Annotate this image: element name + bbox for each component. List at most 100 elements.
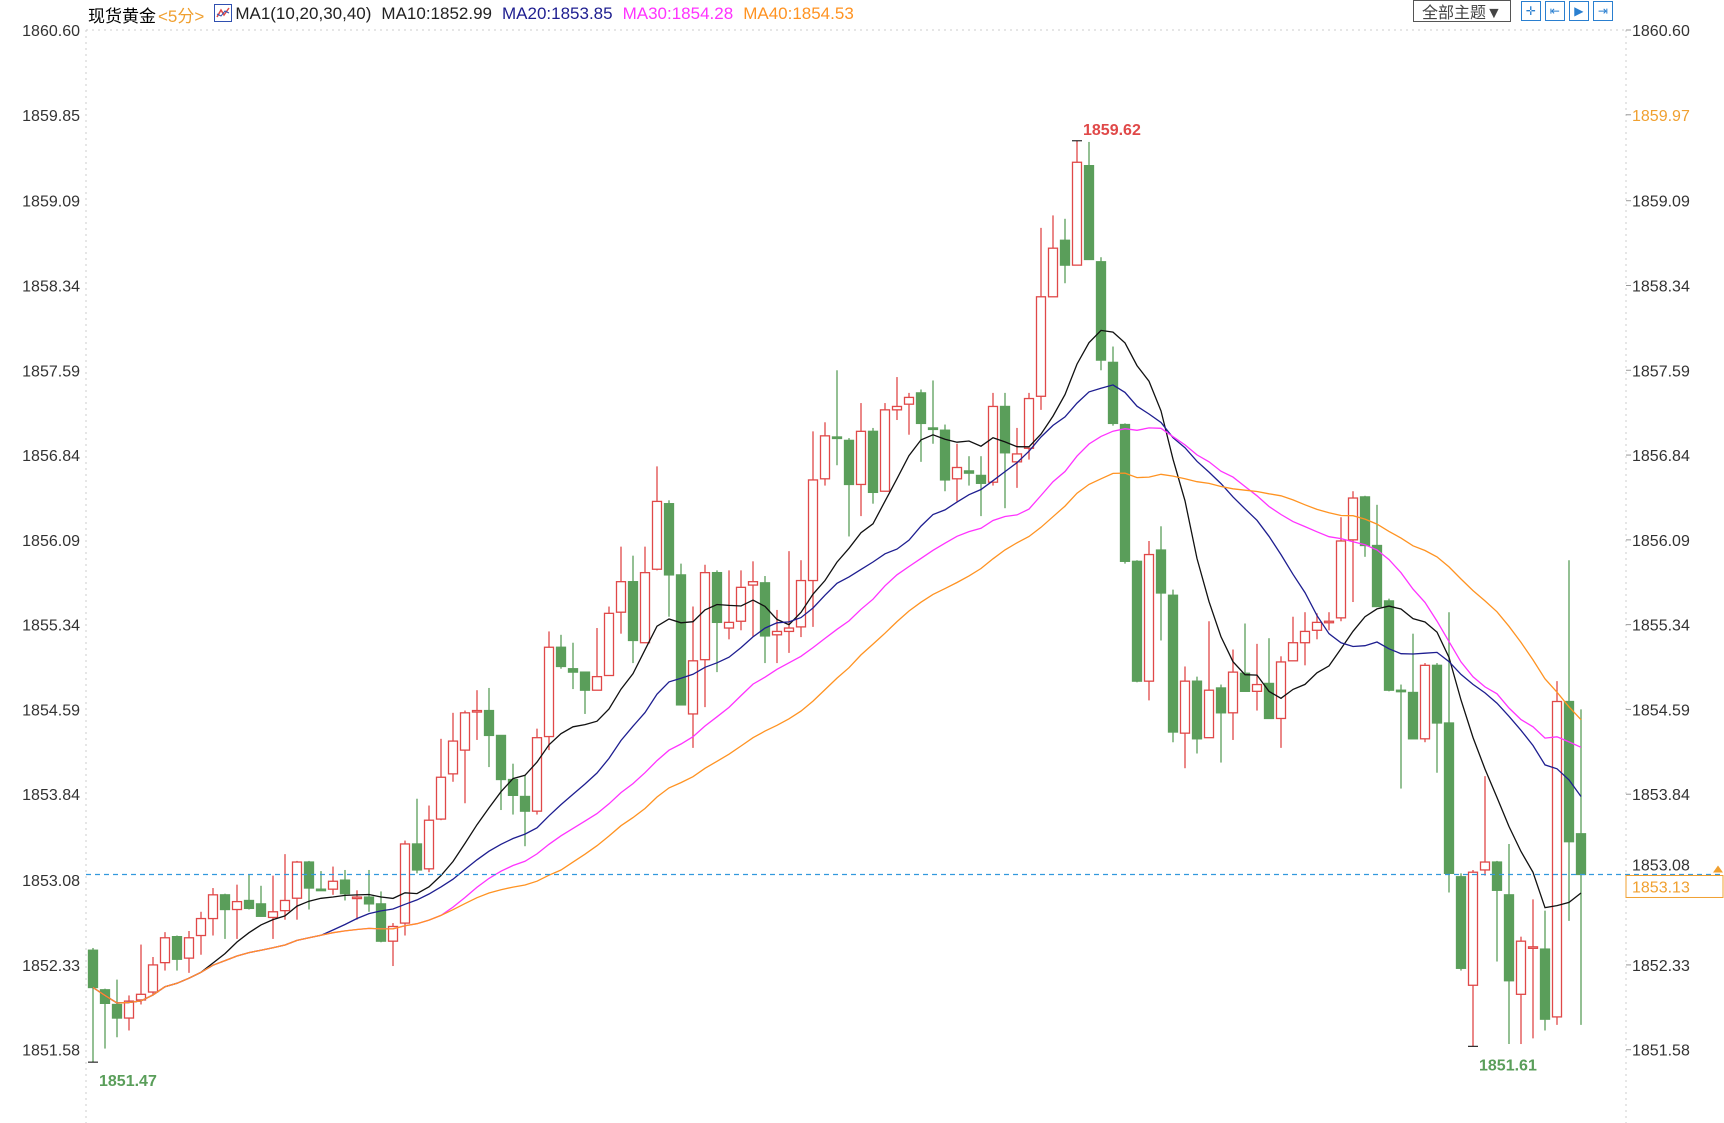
candle-body [723, 621, 735, 629]
play-icon[interactable]: ▶ [1568, 1, 1589, 21]
candle [279, 854, 291, 920]
candle-body [1155, 549, 1167, 594]
candle-body [1443, 722, 1455, 874]
candle [879, 403, 891, 492]
instrument-name: 现货黄金 [88, 6, 156, 26]
candle [927, 380, 939, 444]
candle-body [1371, 544, 1383, 608]
candle-body [219, 894, 231, 911]
y-tick-label-left: 1855.34 [22, 618, 80, 635]
candle-body [1287, 642, 1299, 662]
candle [1539, 910, 1551, 1031]
candle [471, 690, 483, 740]
y-tick-label-right: 1856.09 [1632, 533, 1690, 550]
candle-body [1143, 553, 1155, 682]
candle [1431, 663, 1443, 773]
candle-body [711, 571, 723, 624]
theme-dropdown[interactable]: 全部主题▼ [1413, 0, 1511, 22]
candle-body [1419, 664, 1431, 740]
candle [819, 422, 831, 486]
candle [1491, 860, 1503, 962]
candle-body [363, 896, 375, 905]
candle-body [531, 737, 543, 812]
candle-body [975, 474, 987, 484]
y-tick-label-right: 1858.34 [1632, 278, 1690, 295]
candle-body [1455, 876, 1467, 969]
candle-body [783, 627, 795, 633]
candle-body [903, 396, 915, 405]
candle-body [699, 571, 711, 661]
ma40-value: MA40:1854.53 [743, 4, 854, 23]
candle-body [279, 899, 291, 912]
y-tick-label-right: 1851.58 [1632, 1043, 1690, 1060]
candle [807, 431, 819, 627]
y-tick-label-right: 1859.09 [1632, 194, 1690, 211]
candle-body [1299, 630, 1311, 644]
candle [1527, 899, 1539, 1039]
candle-body [231, 900, 243, 911]
candle-body [687, 660, 699, 715]
candle-body [939, 429, 951, 481]
candle [687, 606, 699, 748]
candle [1095, 257, 1107, 371]
candle-body [387, 925, 399, 942]
candle-body [663, 503, 675, 576]
y-tick-label-left: 1853.08 [22, 873, 80, 890]
candle [291, 860, 303, 920]
candle-body [1407, 691, 1419, 740]
candle-body [567, 668, 579, 673]
candle [1275, 656, 1287, 748]
candle-body [1275, 661, 1287, 720]
y-tick-label-left: 1859.85 [22, 108, 80, 125]
candle-body [1203, 689, 1215, 739]
candle [495, 734, 507, 811]
candle-body [243, 899, 255, 910]
candle-body [1539, 948, 1551, 1020]
candle-body [171, 936, 183, 960]
candle [735, 570, 747, 631]
candle [543, 631, 555, 751]
candle [843, 438, 855, 537]
candle-body [1251, 683, 1263, 692]
candle-body [1347, 497, 1359, 541]
candle [939, 424, 951, 492]
candle [1575, 709, 1587, 1025]
candle-body [915, 392, 927, 425]
candle-body [375, 903, 387, 942]
jump-end-icon[interactable]: ⇥ [1592, 1, 1613, 21]
candle-body [1359, 496, 1371, 547]
candle [1371, 504, 1383, 608]
y-tick-label-right: 1853.84 [1632, 787, 1690, 804]
candle-body [1011, 453, 1023, 463]
candle [1047, 215, 1059, 298]
candle-body [195, 917, 207, 937]
candle [1335, 517, 1347, 622]
ma40-line [92, 472, 1582, 1004]
candle-body [771, 630, 783, 636]
crosshair-icon[interactable]: ✛ [1520, 1, 1541, 21]
candle-body [639, 571, 651, 644]
ma-chart-icon[interactable] [214, 4, 233, 22]
candle [423, 805, 435, 873]
jump-start-icon[interactable]: ⇤ [1544, 1, 1565, 21]
candle [615, 546, 627, 634]
candle [1551, 681, 1563, 1025]
candle-body [1179, 680, 1191, 734]
candle-body [1191, 680, 1203, 740]
candle [555, 634, 567, 669]
candle-body [1503, 894, 1515, 982]
candle [1239, 623, 1251, 692]
period-selector[interactable]: <5分> [158, 6, 205, 26]
candle [651, 466, 663, 571]
candle-body [927, 427, 939, 431]
low-price-annotation: 1851.47 [99, 1073, 157, 1090]
ma30-value: MA30:1854.28 [622, 4, 734, 23]
candle [147, 957, 159, 996]
candle-body [519, 795, 531, 812]
candle-body [291, 861, 303, 899]
ma20-line [92, 384, 1582, 1004]
candle [1215, 684, 1227, 763]
candle-body [471, 709, 483, 713]
candle [327, 866, 339, 895]
